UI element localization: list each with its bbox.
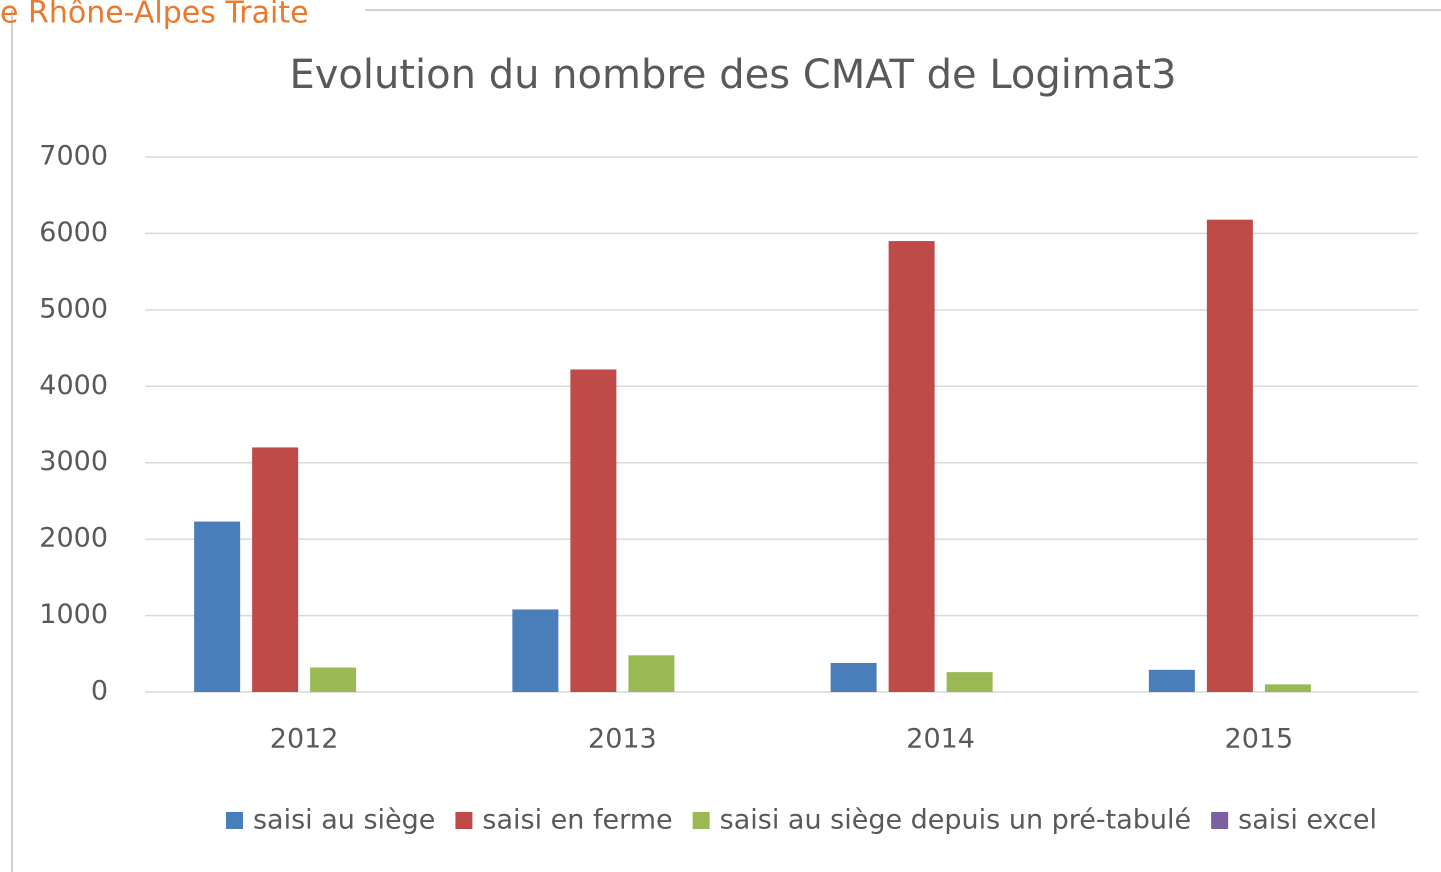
bar <box>194 521 241 692</box>
legend-swatch <box>692 812 710 829</box>
bar <box>1206 219 1253 692</box>
bar <box>628 655 675 692</box>
y-tick-label: 6000 <box>39 217 108 248</box>
x-tick-label: 2013 <box>588 724 657 755</box>
bar <box>570 369 617 692</box>
legend-label: saisi en ferme <box>482 805 672 836</box>
legend-label: saisi excel <box>1238 805 1377 836</box>
y-tick-label: 1000 <box>39 599 108 630</box>
header: e Rhône-Alpes Traite <box>0 0 309 31</box>
bar <box>252 447 299 692</box>
y-tick-label: 4000 <box>39 370 108 401</box>
chart-title: Evolution du nombre des CMAT de Logimat3 <box>289 52 1176 98</box>
y-tick-label: 5000 <box>39 293 108 324</box>
x-tick-label: 2014 <box>906 724 975 755</box>
legend-swatch <box>455 812 473 829</box>
bar <box>1264 684 1311 692</box>
bar <box>310 667 357 692</box>
legend-swatch <box>225 812 243 829</box>
bar <box>888 241 935 693</box>
bar <box>1148 669 1195 692</box>
legend-label: saisi au siège depuis un pré-tabulé <box>720 805 1191 836</box>
legend-swatch <box>1211 812 1229 829</box>
bar <box>512 609 559 692</box>
x-tick-label: 2015 <box>1225 724 1294 755</box>
legend-label: saisi au siège <box>253 805 435 836</box>
y-tick-label: 7000 <box>39 141 108 172</box>
y-tick-label: 2000 <box>39 523 108 554</box>
y-tick-label: 3000 <box>39 446 108 477</box>
bar <box>830 662 877 692</box>
y-tick-label: 0 <box>91 676 108 707</box>
bar <box>946 672 993 692</box>
x-tick-label: 2012 <box>270 724 339 755</box>
